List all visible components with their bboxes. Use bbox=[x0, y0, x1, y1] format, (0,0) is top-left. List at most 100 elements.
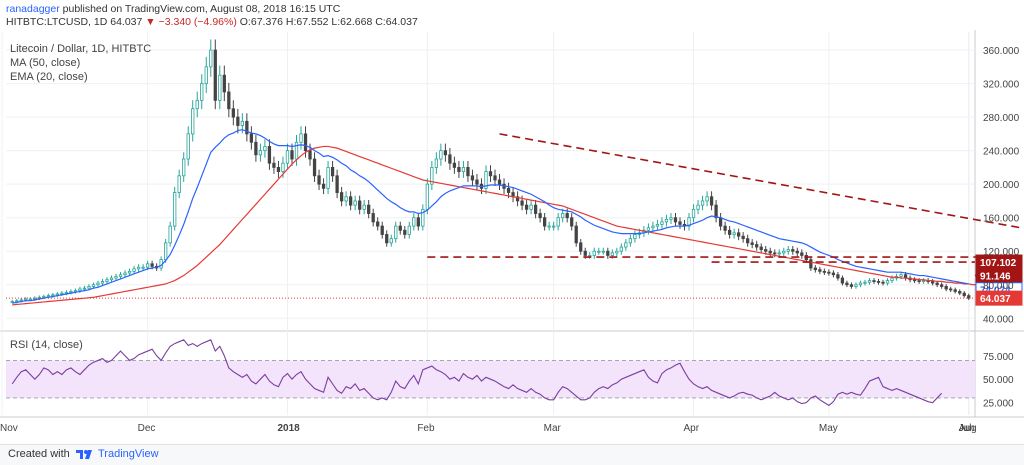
candle-body bbox=[606, 250, 610, 256]
tradingview-brand[interactable]: TradingView bbox=[98, 448, 159, 460]
candle-body bbox=[561, 213, 565, 219]
candle-body bbox=[840, 277, 845, 284]
candle-body bbox=[583, 250, 587, 256]
candle-body bbox=[669, 217, 673, 220]
candle-body bbox=[249, 133, 254, 143]
level-label: 64.037 bbox=[980, 294, 1011, 305]
candle-body bbox=[15, 300, 19, 303]
price-tick-label: 40.000 bbox=[983, 314, 1014, 325]
candle-body bbox=[899, 274, 903, 277]
candle-body bbox=[484, 171, 488, 189]
candle-body bbox=[51, 294, 55, 297]
candle-body bbox=[218, 74, 222, 101]
candle-body bbox=[705, 196, 709, 202]
candle-body bbox=[227, 91, 231, 110]
candle-body bbox=[565, 213, 569, 219]
candle-body bbox=[470, 175, 475, 181]
candle-body bbox=[912, 279, 917, 282]
candle-body bbox=[786, 249, 790, 252]
candle-body bbox=[493, 175, 497, 181]
time-tick-label: 2018 bbox=[277, 423, 300, 434]
candle-body bbox=[958, 291, 962, 294]
candle-body bbox=[123, 272, 127, 276]
candle-body bbox=[601, 250, 605, 253]
candle-body bbox=[353, 200, 357, 206]
candle-body bbox=[646, 227, 651, 231]
candle-body bbox=[917, 280, 921, 282]
candle-body bbox=[303, 133, 308, 152]
candle-body bbox=[727, 229, 732, 235]
candle-body bbox=[543, 217, 547, 227]
candle-body bbox=[186, 133, 190, 160]
candle-body bbox=[709, 196, 714, 206]
rsi-title: RSI (14, close) bbox=[10, 339, 83, 351]
footer-bar: Created with TradingView bbox=[0, 444, 1024, 465]
rsi-tick-label: 75.000 bbox=[983, 352, 1014, 363]
author-link[interactable]: ranadagger bbox=[6, 3, 60, 15]
time-tick-label: Feb bbox=[417, 423, 435, 434]
candle-body bbox=[290, 150, 294, 160]
candle-body bbox=[19, 299, 23, 302]
candle-body bbox=[854, 284, 858, 287]
candle-body bbox=[547, 225, 551, 228]
created-with-text: Created with bbox=[8, 448, 70, 460]
candle-body bbox=[795, 250, 799, 254]
candle-body bbox=[407, 225, 411, 235]
price-tick-label: 120.000 bbox=[983, 247, 1020, 258]
publish-info: ranadagger published on TradingView.com,… bbox=[6, 3, 340, 15]
price-pane-bg bbox=[0, 32, 1024, 331]
candle-body bbox=[714, 204, 718, 219]
candle-body bbox=[515, 196, 520, 202]
candle-body bbox=[177, 175, 181, 193]
candle-body bbox=[285, 150, 290, 164]
candle-body bbox=[831, 272, 836, 276]
time-tick-label: Aug bbox=[959, 423, 977, 434]
axes-layer: 40.000 80.000 120.000 160.000 200.000 240.000… bbox=[0, 46, 1020, 434]
candle-body bbox=[326, 167, 330, 189]
candle-body bbox=[628, 238, 633, 244]
candle-body bbox=[267, 146, 272, 164]
candle-body bbox=[813, 267, 817, 271]
candle-body bbox=[660, 221, 664, 225]
candle-body bbox=[655, 224, 660, 227]
candle-body bbox=[236, 116, 240, 126]
candle-body bbox=[475, 179, 479, 185]
level-label: 91.146 bbox=[980, 271, 1011, 282]
candle-body bbox=[398, 225, 402, 231]
candle-body bbox=[737, 232, 741, 237]
candle-body bbox=[263, 146, 267, 152]
candle-body bbox=[696, 204, 700, 210]
candle-body bbox=[173, 192, 177, 227]
pane-labels: Litecoin / Dollar, 1D, HITBTC MA (50, cl… bbox=[10, 43, 151, 351]
candle-body bbox=[962, 292, 966, 297]
candle-body bbox=[416, 217, 420, 227]
candle-body bbox=[312, 158, 317, 177]
candle-body bbox=[91, 284, 96, 287]
candle-body bbox=[10, 301, 14, 303]
ticker-line: HITBTC:LTCUSD, 1D 64.037 ▼ −3.340 (−4.96… bbox=[6, 16, 418, 28]
time-tick-label: Dec bbox=[138, 423, 156, 434]
candle-body bbox=[344, 196, 348, 202]
candle-body bbox=[967, 295, 971, 299]
candle-body bbox=[55, 293, 60, 296]
ema20-line bbox=[12, 129, 969, 304]
candle-body bbox=[141, 266, 145, 269]
candle-body bbox=[430, 167, 434, 185]
candle-body bbox=[136, 266, 141, 270]
candle-body bbox=[791, 249, 795, 252]
price-tick-label: 280.000 bbox=[983, 113, 1020, 124]
price-tick-label: 240.000 bbox=[983, 147, 1020, 158]
candle-body bbox=[448, 154, 452, 164]
candle-body bbox=[367, 204, 371, 214]
candle-body bbox=[96, 282, 100, 286]
time-tick-label: May bbox=[819, 423, 838, 434]
candle-body bbox=[687, 217, 691, 227]
candle-body bbox=[524, 204, 529, 210]
candle-body bbox=[768, 250, 772, 254]
candle-body bbox=[28, 298, 32, 301]
price-change: ▼ −3.340 (−4.96%) bbox=[145, 16, 237, 28]
candle-body bbox=[168, 225, 172, 244]
candle-body bbox=[385, 234, 389, 244]
